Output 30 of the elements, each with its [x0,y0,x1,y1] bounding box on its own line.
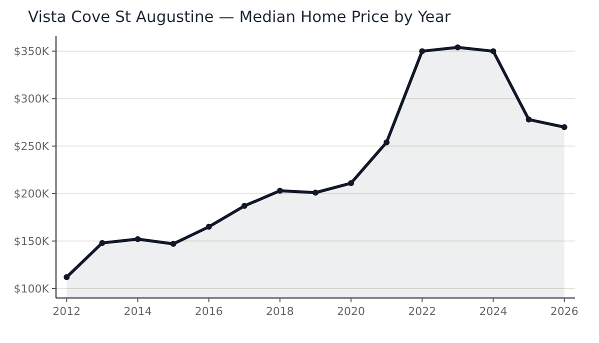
point [312,190,318,196]
point [206,224,212,230]
point [99,240,106,246]
x-tick-label: 2018 [266,305,294,318]
point [241,202,248,209]
point [348,180,354,186]
point [454,44,461,50]
y-tick-label: $150K [14,234,50,248]
point [134,236,141,242]
point [561,124,568,130]
point [490,48,496,54]
y-tick-label: $350K [14,45,50,58]
y-tick-label: $100K [14,282,50,296]
x-tick-label: 2014 [124,305,152,318]
y-tick-label: $200K [14,187,50,200]
y-tick-label: $300K [14,92,50,106]
x-tick-label: 2016 [194,305,223,318]
x-tick-label: 2020 [337,305,366,318]
chart-title: Vista Cove St Augustine — Median Home Price by Year [28,8,452,26]
x-tick-label: 2024 [479,305,508,318]
point [384,139,390,146]
y-tick-label: $250K [14,140,50,153]
point [64,274,70,280]
x-tick-label: 2012 [52,305,81,318]
point [170,240,176,247]
point [419,48,426,54]
point [526,116,532,123]
x-tick-label: 2026 [550,305,578,318]
point [276,188,283,194]
x-tick-label: 2022 [408,305,436,318]
